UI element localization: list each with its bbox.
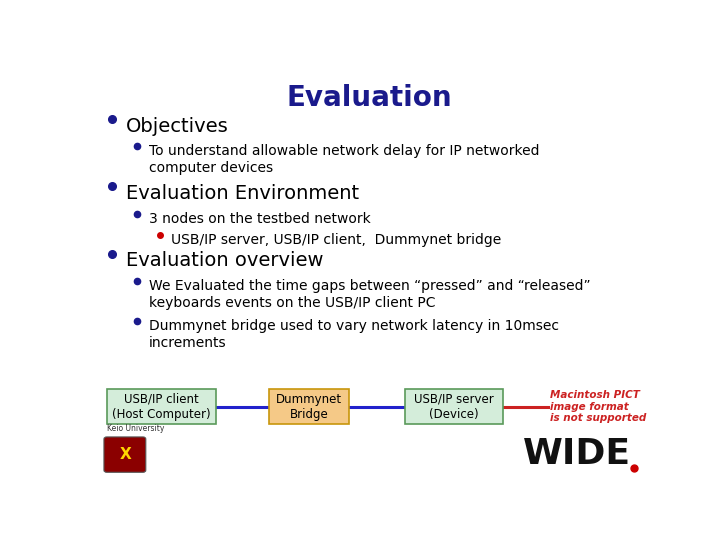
FancyBboxPatch shape <box>269 389 349 424</box>
Text: Evaluation: Evaluation <box>286 84 452 112</box>
Text: X: X <box>120 447 131 462</box>
Text: Dummynet
Bridge: Dummynet Bridge <box>276 393 342 421</box>
Text: USB/IP client
(Host Computer): USB/IP client (Host Computer) <box>112 393 210 421</box>
FancyBboxPatch shape <box>104 437 145 472</box>
FancyBboxPatch shape <box>405 389 503 424</box>
Text: Objectives: Objectives <box>126 117 229 136</box>
Text: Dummynet bridge used to vary network latency in 10msec
increments: Dummynet bridge used to vary network lat… <box>148 319 559 349</box>
Text: Macintosh PICT
image format
is not supported: Macintosh PICT image format is not suppo… <box>550 390 647 423</box>
Text: WIDE: WIDE <box>523 437 631 471</box>
Text: Evaluation Environment: Evaluation Environment <box>126 184 359 203</box>
Text: 3 nodes on the testbed network: 3 nodes on the testbed network <box>148 212 370 226</box>
Text: Evaluation overview: Evaluation overview <box>126 252 324 271</box>
Text: USB/IP server, USB/IP client,  Dummynet bridge: USB/IP server, USB/IP client, Dummynet b… <box>171 233 501 247</box>
Text: USB/IP server
(Device): USB/IP server (Device) <box>414 393 494 421</box>
Text: We Evaluated the time gaps between “pressed” and “released”
keyboards events on : We Evaluated the time gaps between “pres… <box>148 279 590 309</box>
Text: To understand allowable network delay for IP networked
computer devices: To understand allowable network delay fo… <box>148 144 539 175</box>
Text: Keio University: Keio University <box>107 424 164 433</box>
FancyBboxPatch shape <box>107 389 215 424</box>
